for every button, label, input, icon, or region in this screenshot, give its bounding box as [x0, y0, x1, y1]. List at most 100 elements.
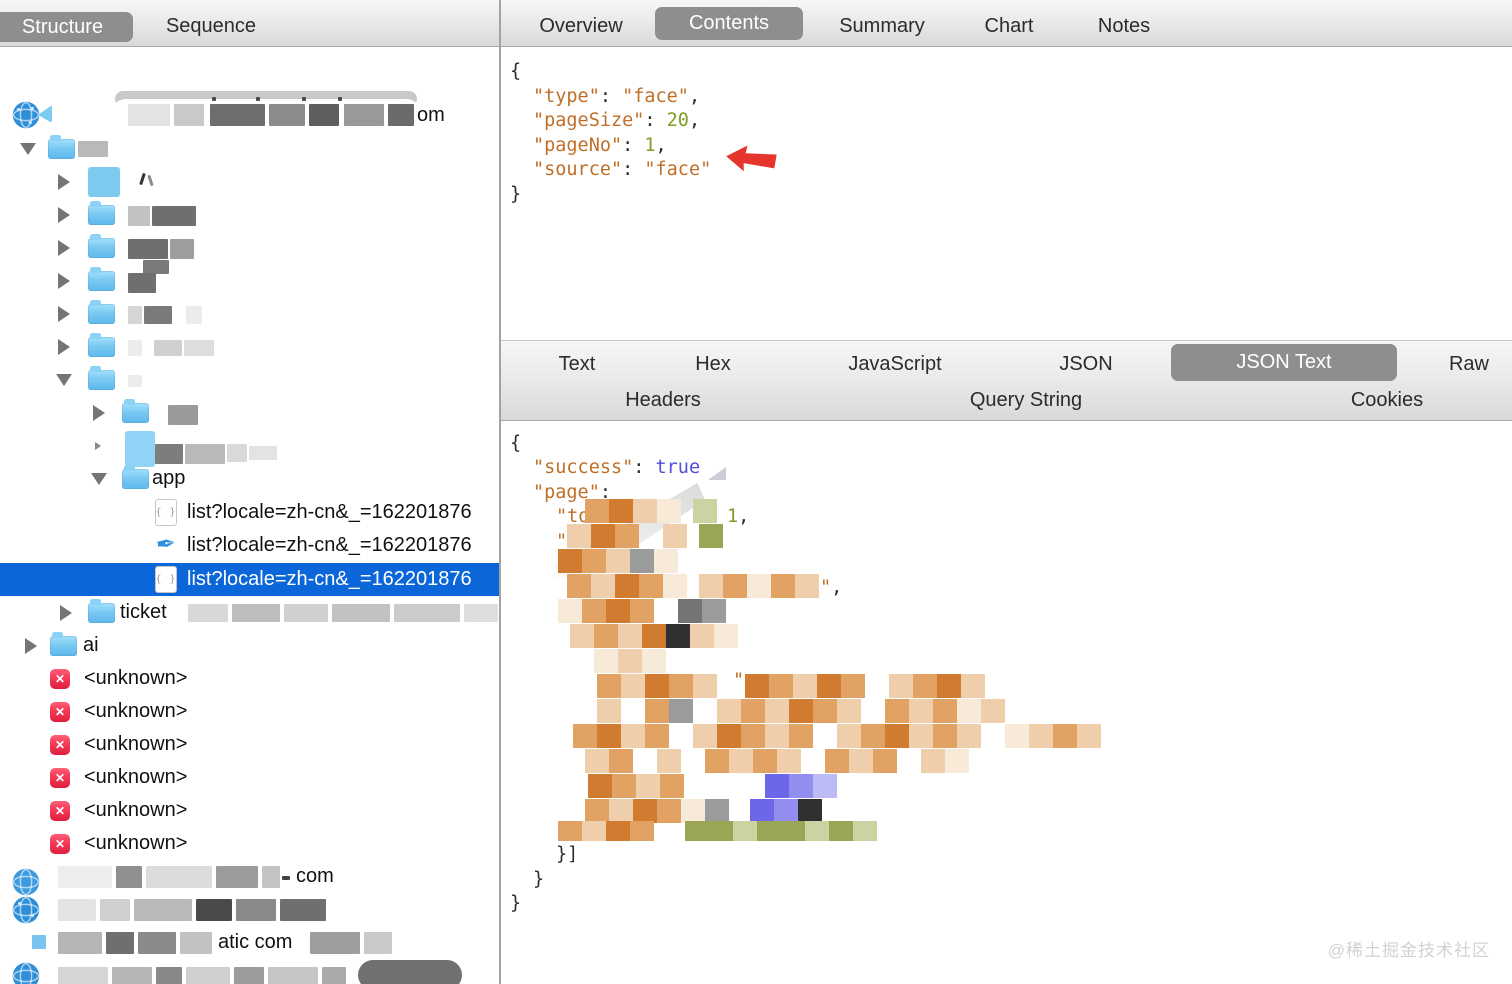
tree-row-unknown[interactable]: ✕ <unknown> [0, 695, 499, 728]
folder-icon [88, 201, 115, 225]
tab-structure[interactable]: Structure [0, 12, 133, 42]
tab-cookies[interactable]: Cookies [1350, 389, 1424, 411]
chevron-right-icon[interactable] [95, 442, 101, 450]
tree-row-folder[interactable] [0, 231, 499, 274]
request-label: list?locale=zh-cn&_=162201876 [187, 501, 472, 523]
chevron-right-icon[interactable] [58, 240, 70, 256]
tab-query-string[interactable]: Query String [969, 389, 1083, 411]
globe-icon [12, 101, 40, 129]
tab-notes[interactable]: Notes [1097, 15, 1151, 37]
tree-row-host[interactable]: atic com [0, 926, 499, 959]
response-json-array-close: }] [556, 844, 579, 865]
unknown-label: <unknown> [84, 832, 188, 854]
chevron-down-icon[interactable] [91, 473, 107, 485]
tree-row-folder[interactable] [0, 132, 499, 165]
tab-javascript[interactable]: JavaScript [848, 353, 942, 375]
tab-overview[interactable]: Overview [539, 15, 623, 37]
blur-wedge [708, 467, 726, 480]
error-x-icon: ✕ [50, 834, 70, 854]
tree-row-folder[interactable] [0, 297, 499, 330]
tab-raw[interactable]: Raw [1448, 353, 1490, 375]
tree-row-ai-folder[interactable]: ai [0, 629, 499, 662]
viewer-tab-bar: Text Hex JavaScript JSON JSON Text Raw H… [500, 340, 1512, 421]
request-json-open: { [510, 61, 522, 82]
red-arrow-icon [726, 145, 777, 172]
globe-icon [12, 896, 40, 924]
tab-sequence[interactable]: Sequence [165, 15, 257, 37]
tree-row-unknown[interactable]: ✕ <unknown> [0, 662, 499, 695]
request-tree: om [0, 47, 499, 984]
tree-row-request-3-selected[interactable]: { } list?locale=zh-cn&_=162201876 [0, 563, 499, 596]
response-json-total-fragment: "to [556, 506, 590, 527]
chevron-down-icon[interactable] [20, 143, 36, 155]
globe-icon [12, 868, 40, 896]
json-doc-icon: { } [155, 566, 177, 593]
host-fragment: om [417, 104, 445, 126]
blur-shape [32, 935, 46, 949]
blur-shape [125, 431, 155, 467]
tab-json-text[interactable]: JSON Text [1171, 344, 1397, 381]
unknown-label: <unknown> [84, 799, 188, 821]
tree-row-request-1[interactable]: { } list?locale=zh-cn&_=162201876 [0, 496, 499, 529]
blur-shape [38, 105, 52, 123]
folder-icon [88, 599, 115, 623]
folder-icon [122, 399, 149, 423]
tree-row-host[interactable]: com [0, 860, 499, 896]
unknown-label: <unknown> [84, 766, 188, 788]
tree-row-unknown[interactable]: ✕ <unknown> [0, 761, 499, 794]
folder-icon [122, 465, 149, 489]
chevron-right-icon[interactable] [58, 339, 70, 355]
pen-icon: ✒ [154, 530, 178, 559]
response-body-panel: { "success": true "page": "to 1, "r ", "… [500, 421, 1512, 984]
folder-icon [88, 300, 115, 324]
tab-text[interactable]: Text [558, 353, 596, 375]
blur-shape [88, 167, 120, 197]
tree-row-folder[interactable] [0, 165, 499, 198]
tab-summary[interactable]: Summary [839, 15, 925, 37]
tree-row-unknown[interactable]: ✕ <unknown> [0, 794, 499, 827]
tree-row-host[interactable] [0, 893, 499, 926]
response-json-quote-comma: ", [820, 577, 843, 598]
tab-json-text-label: JSON Text [1236, 351, 1332, 373]
chevron-right-icon[interactable] [25, 638, 37, 654]
tree-row-unknown[interactable]: ✕ <unknown> [0, 827, 499, 860]
tab-hex[interactable]: Hex [695, 353, 731, 375]
unknown-label: <unknown> [84, 733, 188, 755]
chevron-right-icon[interactable] [58, 306, 70, 322]
response-json-success: "success": true [533, 457, 701, 478]
tree-row-host[interactable] [0, 959, 499, 984]
chevron-right-icon[interactable] [58, 174, 70, 190]
watermark-text: @稀土掘金技术社区 [1327, 941, 1490, 960]
tab-chart[interactable]: Chart [984, 15, 1034, 37]
chevron-right-icon[interactable] [58, 273, 70, 289]
tab-contents[interactable]: Contents [655, 7, 803, 40]
folder-label: ticket [120, 601, 167, 623]
tree-row-host-top[interactable]: om [0, 91, 499, 132]
tree-row-folder[interactable] [0, 330, 499, 363]
folder-icon [48, 135, 75, 159]
chevron-right-icon[interactable] [93, 405, 105, 421]
tree-row-folder[interactable] [0, 429, 499, 467]
tree-row-folder[interactable] [0, 198, 499, 231]
chevron-right-icon[interactable] [60, 605, 72, 621]
tab-headers[interactable]: Headers [625, 389, 701, 411]
pane-splitter[interactable] [499, 0, 501, 984]
host-fragment: atic com [218, 931, 293, 953]
folder-label: ai [83, 634, 99, 656]
tab-json[interactable]: JSON [1059, 353, 1113, 375]
tree-row-folder[interactable] [0, 396, 499, 429]
tree-row-ticket-folder[interactable]: ticket [0, 596, 499, 629]
tree-row-folder[interactable] [0, 363, 499, 396]
left-pane-tab-bar: Structure Sequence [0, 0, 499, 47]
chevron-down-icon[interactable] [56, 374, 72, 386]
request-json-close: } [510, 184, 522, 205]
tree-row-folder[interactable] [0, 264, 499, 297]
response-json-total-value: 1, [727, 506, 750, 527]
request-label: list?locale=zh-cn&_=162201876 [187, 568, 472, 590]
tree-row-unknown[interactable]: ✕ <unknown> [0, 728, 499, 761]
chevron-right-icon[interactable] [58, 207, 70, 223]
tree-row-app-folder[interactable]: app [0, 462, 499, 495]
tree-row-request-2[interactable]: ✒ list?locale=zh-cn&_=162201876 [0, 529, 499, 562]
folder-icon [88, 267, 115, 291]
error-x-icon: ✕ [50, 768, 70, 788]
